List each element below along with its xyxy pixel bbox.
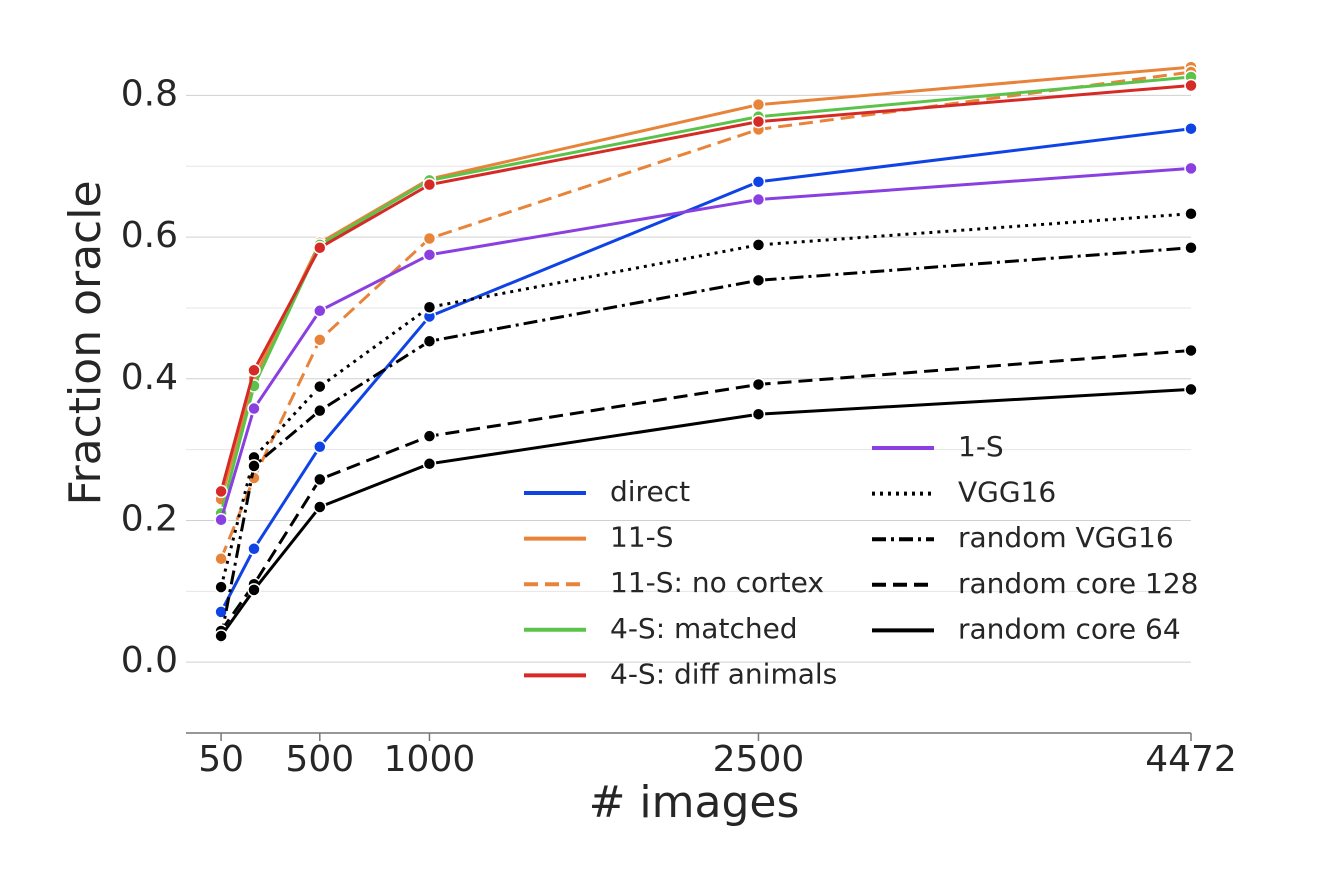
data-point <box>751 192 766 207</box>
y-tick-label: 0.0 <box>121 640 178 681</box>
data-point <box>751 238 766 252</box>
legend-label: direct <box>610 475 690 508</box>
legend-label: 1-S <box>958 430 1004 463</box>
series-line <box>219 166 1192 521</box>
series-line <box>219 127 1192 613</box>
y-tick-label: 0.6 <box>121 215 178 256</box>
x-axis-label: # images <box>589 777 800 828</box>
data-point <box>1184 240 1198 255</box>
data-point <box>1184 206 1198 221</box>
data-point <box>1184 121 1198 136</box>
data-point <box>1184 382 1198 397</box>
data-point <box>1184 78 1198 93</box>
series-line <box>219 246 1192 638</box>
x-tick-label: 4472 <box>1145 739 1237 780</box>
data-point <box>313 333 327 347</box>
legend-label: 4-S: matched <box>610 612 798 645</box>
legend-label: VGG16 <box>958 476 1056 509</box>
data-point <box>1184 343 1198 358</box>
data-point <box>751 407 766 421</box>
series-line <box>219 212 1192 588</box>
data-point <box>422 334 437 348</box>
x-tick-label: 2500 <box>713 739 805 780</box>
data-point <box>422 231 437 246</box>
legend-label: random core 64 <box>958 612 1181 645</box>
series-line <box>219 84 1192 492</box>
data-point <box>422 248 437 262</box>
data-point <box>214 629 228 643</box>
x-tick-label: 1000 <box>384 739 476 780</box>
x-tick-label: 500 <box>285 739 354 780</box>
data-point <box>751 273 766 288</box>
data-point <box>313 304 327 318</box>
data-point <box>247 401 261 416</box>
data-point <box>214 513 228 527</box>
data-point <box>751 114 766 129</box>
series-line <box>219 387 1192 637</box>
y-tick-label: 0.2 <box>121 498 178 539</box>
data-point <box>422 177 437 192</box>
data-point <box>247 363 261 378</box>
data-point <box>313 500 327 514</box>
series-line <box>219 65 1192 500</box>
data-point <box>313 240 327 255</box>
data-point <box>247 459 261 473</box>
data-point <box>1184 161 1198 176</box>
y-tick-label: 0.8 <box>121 73 178 114</box>
x-tick-label: 50 <box>198 739 244 780</box>
data-point <box>751 97 766 112</box>
legend-label: 4-S: diff animals <box>610 657 837 690</box>
data-point <box>247 583 261 597</box>
legend-label: 11-S: no cortex <box>610 566 824 599</box>
data-point <box>247 542 261 556</box>
data-point <box>422 429 437 443</box>
y-tick-label: 0.4 <box>121 357 178 398</box>
data-point <box>751 377 766 392</box>
data-point <box>313 440 327 454</box>
legend-label: random core 128 <box>958 567 1199 600</box>
data-point <box>422 300 437 314</box>
y-axis-label: Fraction oracle <box>60 180 111 505</box>
data-point <box>313 472 327 487</box>
data-point <box>214 551 228 566</box>
data-point <box>751 175 766 189</box>
data-point <box>214 580 228 594</box>
legend-label: random VGG16 <box>958 521 1174 554</box>
data-point <box>422 457 437 471</box>
data-point <box>313 403 327 418</box>
data-point <box>214 484 228 499</box>
data-point <box>214 605 228 619</box>
data-point <box>313 379 327 394</box>
legend-label: 11-S <box>610 521 674 554</box>
